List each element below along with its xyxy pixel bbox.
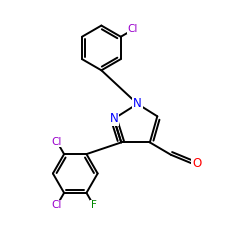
Text: Cl: Cl	[128, 24, 138, 34]
Text: O: O	[192, 157, 201, 170]
Text: F: F	[91, 200, 96, 210]
Text: N: N	[133, 97, 142, 110]
Text: Cl: Cl	[52, 200, 62, 210]
Text: Cl: Cl	[52, 136, 62, 146]
Text: N: N	[110, 112, 118, 125]
